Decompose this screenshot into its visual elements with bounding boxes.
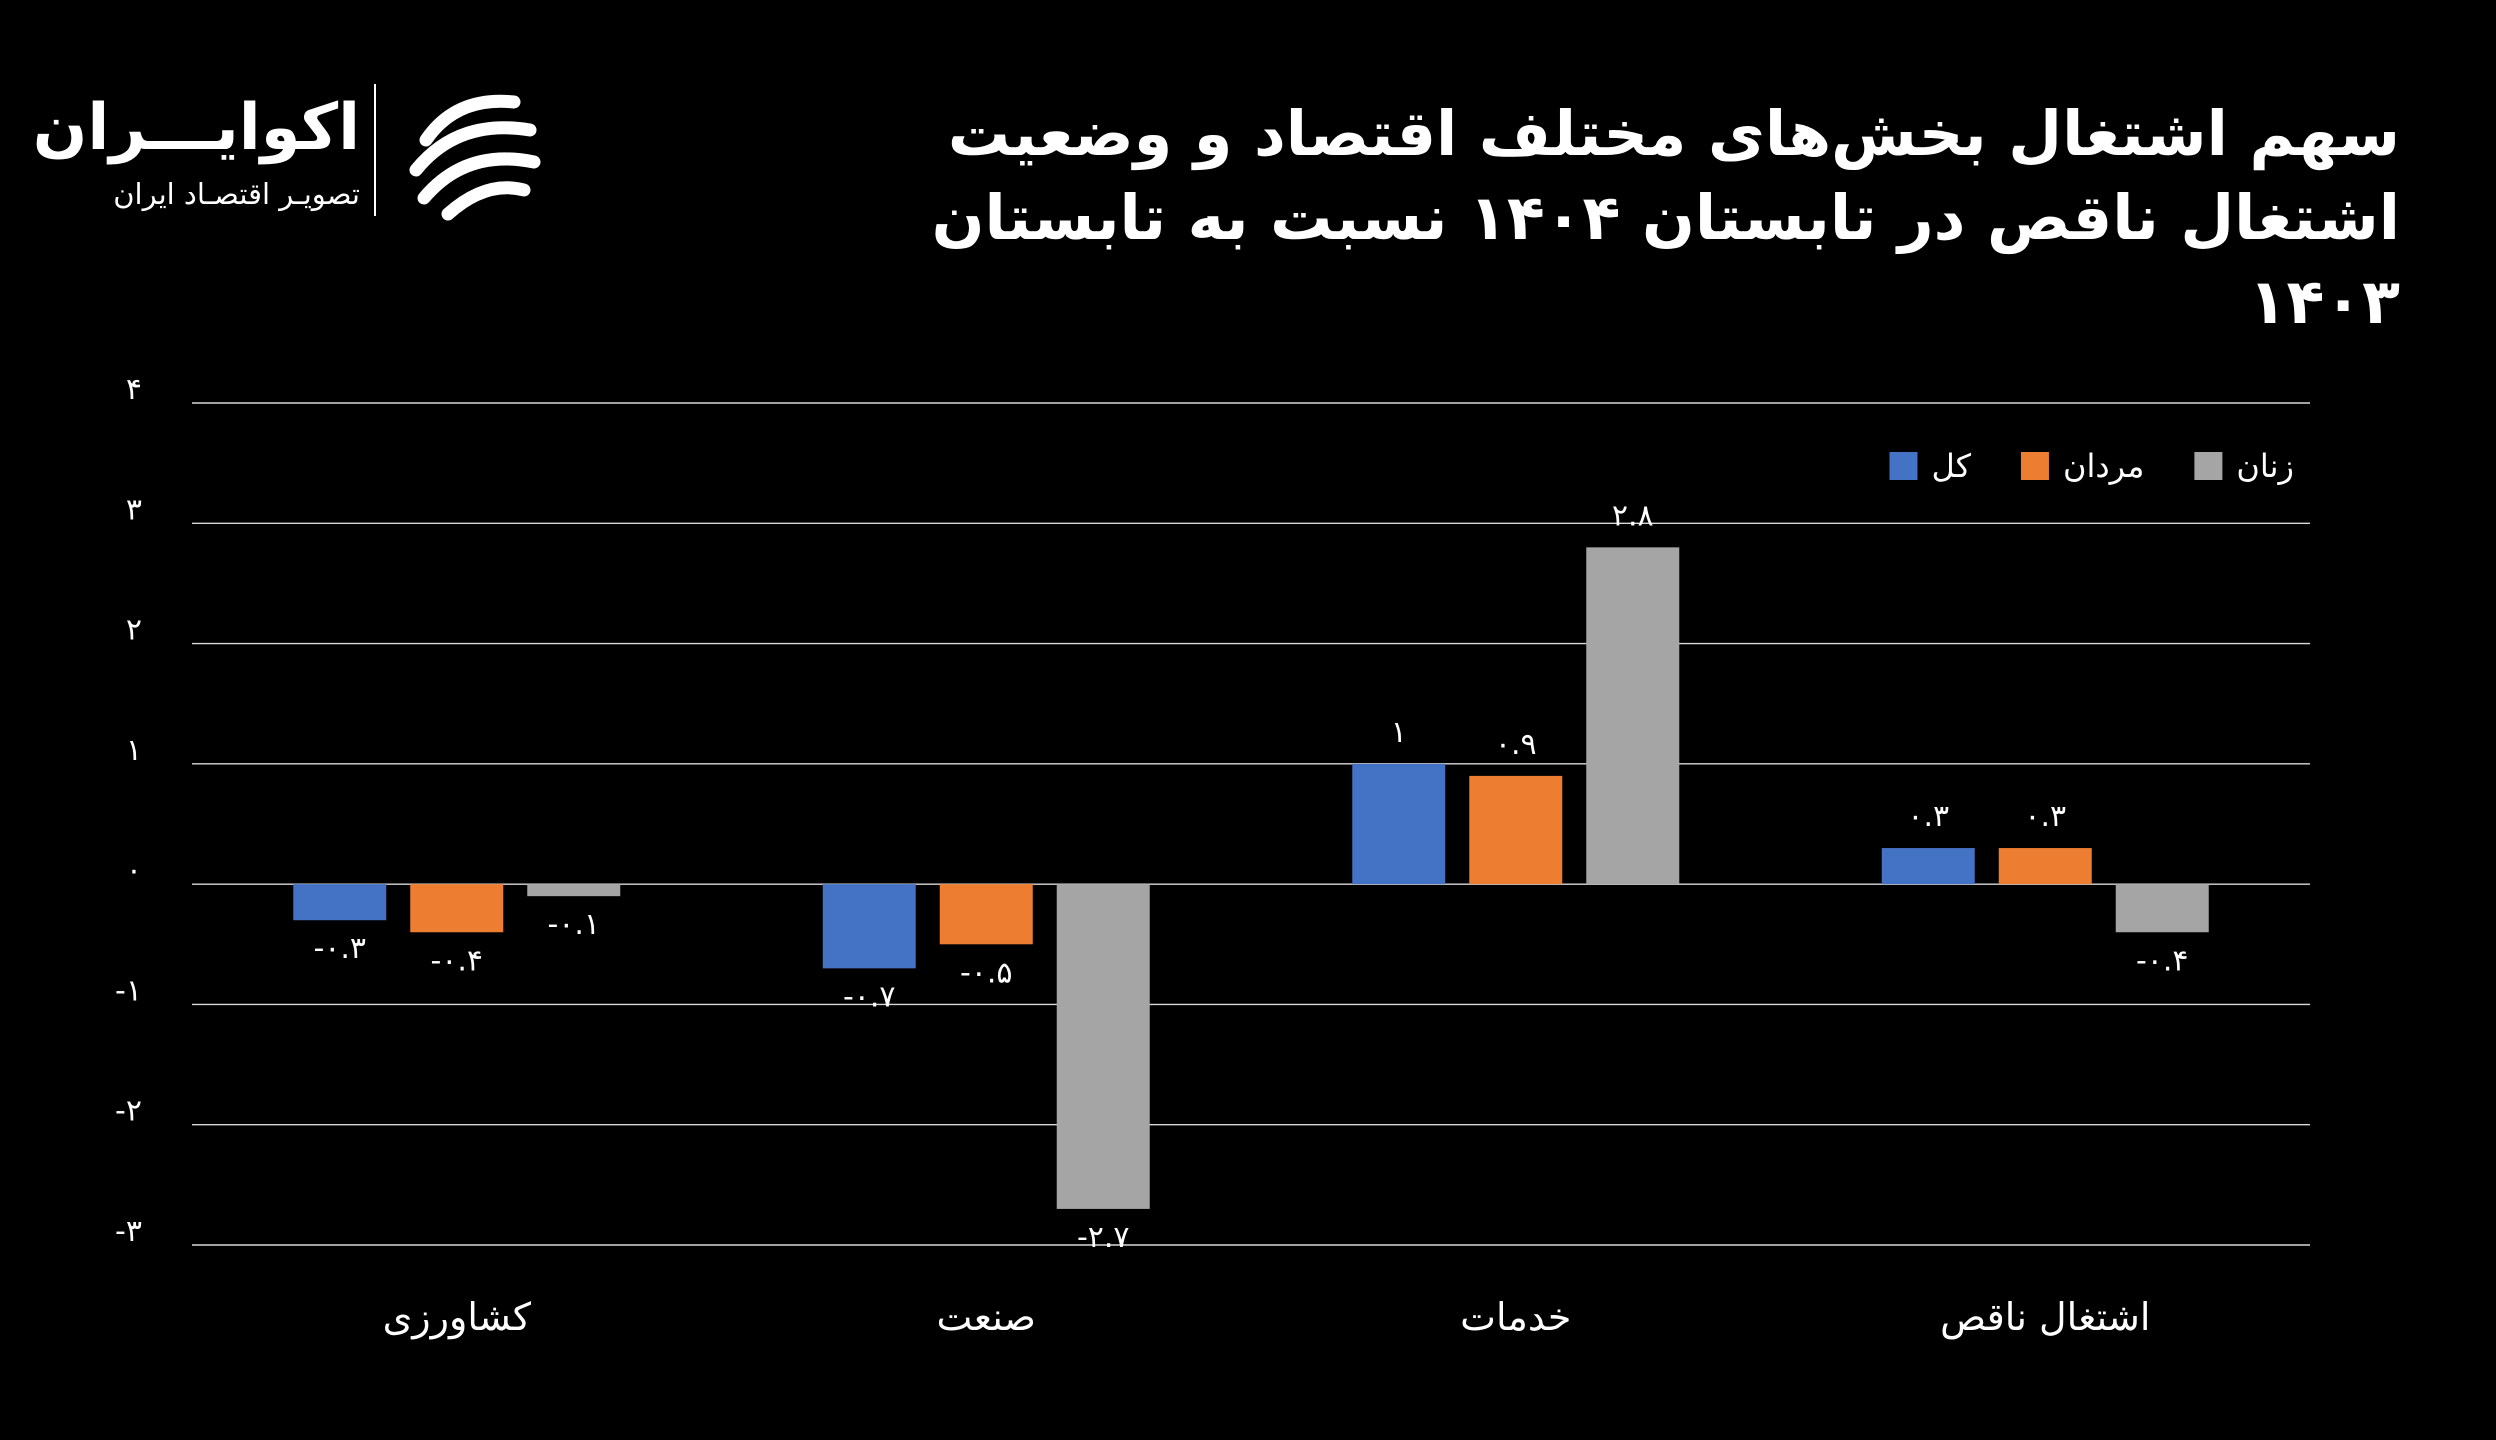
bar xyxy=(822,884,916,969)
data-label: -۰.۴ xyxy=(430,943,483,978)
y-tick-label: -۱ xyxy=(115,973,142,1008)
data-label: -۰.۴ xyxy=(2136,943,2189,978)
data-label: -۰.۳ xyxy=(313,931,366,966)
bar xyxy=(1056,884,1150,1209)
ecoiran-swirl-logo-icon xyxy=(409,94,541,221)
x-category-label: صنعت xyxy=(937,1295,1036,1339)
y-tick-label: -۳ xyxy=(115,1214,142,1249)
y-tick-label: ۱ xyxy=(126,733,142,768)
data-label: -۰.۱ xyxy=(547,907,600,942)
x-category-label: اشتغال ناقص xyxy=(1940,1295,2150,1340)
bar xyxy=(1586,547,1680,885)
x-axis-categories: کشاورزی صنعت خدمات اشتغال ناقص xyxy=(383,1295,2151,1340)
x-category-label: کشاورزی xyxy=(383,1295,532,1340)
data-label: -۰.۷ xyxy=(843,979,896,1014)
bar xyxy=(293,884,387,921)
y-tick-label: -۲ xyxy=(115,1094,142,1129)
legend-label: زنان xyxy=(2236,447,2294,485)
y-tick-label: ۳ xyxy=(126,492,142,527)
bar xyxy=(527,884,621,897)
logo-tagline: تصویـر اقتصـاد ایران xyxy=(113,177,360,211)
legend-label: مردان xyxy=(2063,447,2144,485)
y-axis-ticks: ۴ ۳ ۲ ۱ ۰ -۱ -۲ -۳ xyxy=(115,372,142,1249)
x-category-label: خدمات xyxy=(1460,1295,1571,1339)
data-label: ۱ xyxy=(1391,715,1407,750)
legend: زنان مردان کل xyxy=(1889,447,2294,485)
data-labels: -۰.۳ -۰.۴ -۰.۱ -۰.۷ -۰.۵ -۲.۷ ۱ ۰.۹ ۲.۸ ۰.۳ ۰.۳ -۰.… xyxy=(313,498,2188,1255)
brand-logo: اکوایـــران تصویـر اقتصـاد ایران xyxy=(32,78,570,228)
data-label: -۰.۵ xyxy=(960,955,1013,990)
legend-swatch xyxy=(2020,452,2049,480)
legend-label: کل xyxy=(1931,447,1971,485)
gridlines xyxy=(192,402,2310,1246)
data-label: ۰.۳ xyxy=(2024,799,2066,834)
chart-title: سهم اشتغال بخش‌های مختلف اقتصاد و وضعیت … xyxy=(931,97,2400,338)
data-label: -۲.۷ xyxy=(1077,1220,1130,1255)
legend-swatch xyxy=(2194,452,2223,480)
legend-swatch xyxy=(1889,452,1918,480)
y-tick-label: ۲ xyxy=(126,613,142,648)
bar xyxy=(1998,848,2092,885)
data-label: ۰.۹ xyxy=(1495,727,1537,762)
bars xyxy=(293,547,2209,1209)
bar xyxy=(1469,775,1563,885)
bar xyxy=(939,884,1033,945)
bar xyxy=(1881,848,1975,885)
y-tick-label: ۴ xyxy=(126,372,142,407)
logo-name: اکوایـــران xyxy=(32,91,360,165)
bar xyxy=(2115,884,2209,933)
logo-divider xyxy=(374,84,376,216)
bar xyxy=(410,884,504,933)
data-label: ۰.۳ xyxy=(1907,799,1949,834)
y-tick-label: ۰ xyxy=(126,853,142,888)
data-label: ۲.۸ xyxy=(1612,498,1654,533)
bar xyxy=(1352,763,1446,885)
